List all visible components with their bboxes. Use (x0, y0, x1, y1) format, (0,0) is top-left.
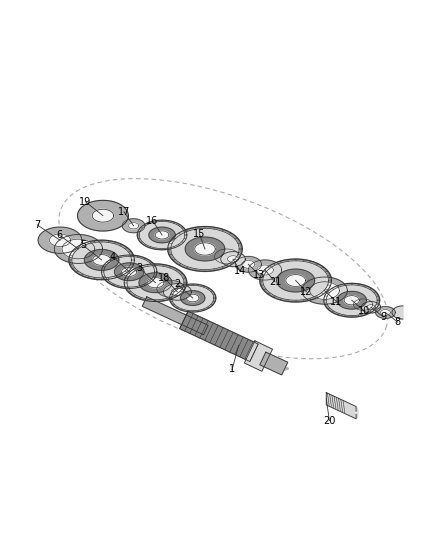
Polygon shape (324, 284, 380, 317)
Polygon shape (157, 289, 191, 300)
Polygon shape (168, 227, 242, 271)
Polygon shape (227, 256, 239, 262)
Polygon shape (286, 274, 305, 286)
Polygon shape (142, 297, 208, 335)
Polygon shape (367, 305, 375, 310)
Text: 12: 12 (300, 287, 313, 297)
Polygon shape (170, 284, 216, 312)
Polygon shape (122, 219, 145, 233)
Polygon shape (180, 311, 258, 361)
Text: 17: 17 (118, 207, 130, 217)
Polygon shape (277, 269, 314, 292)
Polygon shape (392, 306, 403, 319)
Text: 8: 8 (395, 317, 401, 327)
Polygon shape (248, 260, 282, 280)
Ellipse shape (355, 412, 357, 413)
Polygon shape (180, 290, 205, 305)
Polygon shape (302, 277, 347, 304)
Polygon shape (139, 221, 185, 248)
Text: 15: 15 (193, 229, 205, 239)
Text: 6: 6 (56, 230, 62, 240)
Polygon shape (172, 285, 214, 311)
Text: 5: 5 (80, 240, 86, 251)
Polygon shape (353, 299, 373, 310)
Polygon shape (263, 261, 328, 300)
Text: 21: 21 (269, 277, 281, 287)
Polygon shape (195, 243, 215, 255)
Polygon shape (171, 229, 239, 270)
Polygon shape (62, 239, 95, 259)
Text: 7: 7 (34, 220, 40, 230)
Ellipse shape (354, 407, 358, 419)
Text: 9: 9 (380, 312, 386, 322)
Polygon shape (72, 242, 131, 278)
Polygon shape (69, 240, 134, 280)
Polygon shape (171, 288, 184, 296)
Polygon shape (122, 267, 137, 276)
Polygon shape (310, 282, 339, 300)
Polygon shape (92, 209, 113, 222)
Polygon shape (361, 302, 381, 313)
Text: 20: 20 (323, 416, 336, 426)
Polygon shape (128, 223, 139, 229)
Polygon shape (139, 273, 172, 293)
Polygon shape (326, 393, 356, 419)
Polygon shape (344, 296, 359, 305)
Polygon shape (187, 294, 199, 302)
Polygon shape (381, 310, 390, 316)
Polygon shape (215, 249, 239, 264)
Text: 4: 4 (110, 252, 116, 262)
Polygon shape (38, 227, 82, 253)
Polygon shape (235, 256, 261, 272)
Text: 13: 13 (253, 270, 265, 280)
Text: 10: 10 (358, 306, 371, 316)
Polygon shape (102, 255, 157, 288)
Polygon shape (49, 234, 71, 247)
Polygon shape (163, 284, 191, 300)
Polygon shape (114, 263, 144, 281)
Polygon shape (93, 255, 110, 265)
Text: 3: 3 (136, 263, 142, 273)
Text: 16: 16 (146, 215, 159, 225)
Polygon shape (104, 256, 155, 287)
Text: 1: 1 (229, 365, 235, 374)
Polygon shape (337, 292, 367, 309)
Polygon shape (54, 235, 102, 263)
Polygon shape (124, 264, 187, 302)
Polygon shape (221, 252, 245, 266)
Polygon shape (260, 352, 288, 375)
Polygon shape (257, 265, 273, 275)
Polygon shape (185, 237, 225, 261)
Polygon shape (149, 227, 175, 243)
Polygon shape (78, 200, 128, 231)
Polygon shape (215, 256, 245, 266)
Polygon shape (376, 306, 395, 318)
Ellipse shape (281, 367, 289, 370)
Polygon shape (326, 285, 377, 316)
Polygon shape (157, 280, 185, 297)
Polygon shape (85, 249, 119, 270)
Polygon shape (244, 341, 272, 372)
Polygon shape (242, 260, 255, 268)
Polygon shape (127, 265, 184, 300)
Text: 19: 19 (79, 197, 92, 207)
Polygon shape (260, 259, 332, 302)
Text: 14: 14 (234, 266, 246, 276)
Text: 11: 11 (330, 296, 343, 306)
Text: 18: 18 (158, 273, 170, 283)
Polygon shape (155, 231, 169, 239)
Polygon shape (147, 278, 164, 288)
Polygon shape (137, 220, 187, 250)
Text: 2: 2 (174, 279, 180, 289)
Polygon shape (353, 304, 381, 313)
